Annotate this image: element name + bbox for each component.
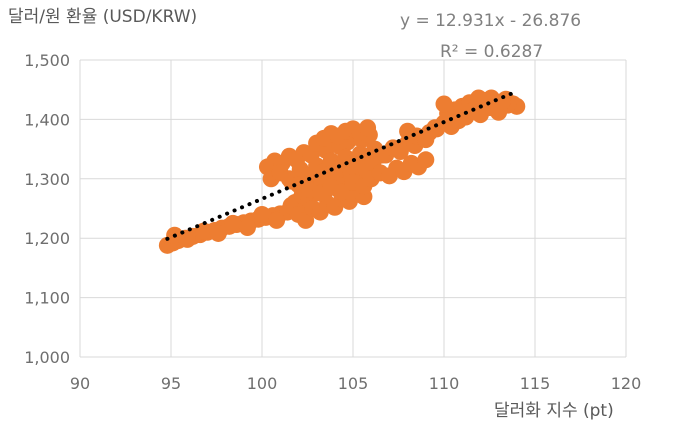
data-point <box>253 205 271 223</box>
trendline-r-squared: R² = 0.6287 <box>440 42 543 62</box>
data-point <box>224 214 242 232</box>
y-tick-label: 1,100 <box>24 289 70 308</box>
data-point <box>268 211 286 229</box>
y-tick-labels: 1,000 1,100 1,200 1,300 1,400 1,500 <box>24 51 70 367</box>
y-tick-label: 1,500 <box>24 51 70 70</box>
data-point <box>435 95 453 113</box>
data-point <box>417 151 435 169</box>
y-tick-label: 1,200 <box>24 229 70 248</box>
y-axis-label: 달러/원 환율 (USD/KRW) <box>8 7 197 27</box>
x-tick-label: 100 <box>247 374 278 393</box>
x-axis-label: 달러화 지수 (pt) <box>494 401 614 421</box>
data-point <box>428 120 446 138</box>
x-tick-label: 115 <box>520 374 551 393</box>
data-point <box>238 219 256 237</box>
y-tick-label: 1,000 <box>24 348 70 367</box>
data-points <box>158 89 526 254</box>
x-tick-label: 105 <box>338 374 369 393</box>
x-tick-label: 120 <box>611 374 642 393</box>
x-tick-label: 90 <box>70 374 90 393</box>
y-tick-label: 1,400 <box>24 110 70 129</box>
trendline-equation: y = 12.931x - 26.876 <box>400 11 581 31</box>
data-point <box>178 230 196 248</box>
trendline <box>165 89 519 241</box>
y-tick-label: 1,300 <box>24 170 70 189</box>
x-tick-label: 110 <box>429 374 460 393</box>
data-point <box>209 224 227 242</box>
data-point <box>359 119 377 137</box>
data-point <box>470 89 488 107</box>
data-point <box>493 93 511 111</box>
x-tick-label: 95 <box>161 374 181 393</box>
x-tick-labels: 90 95 100 105 110 115 120 <box>70 374 641 393</box>
data-point <box>195 222 213 240</box>
